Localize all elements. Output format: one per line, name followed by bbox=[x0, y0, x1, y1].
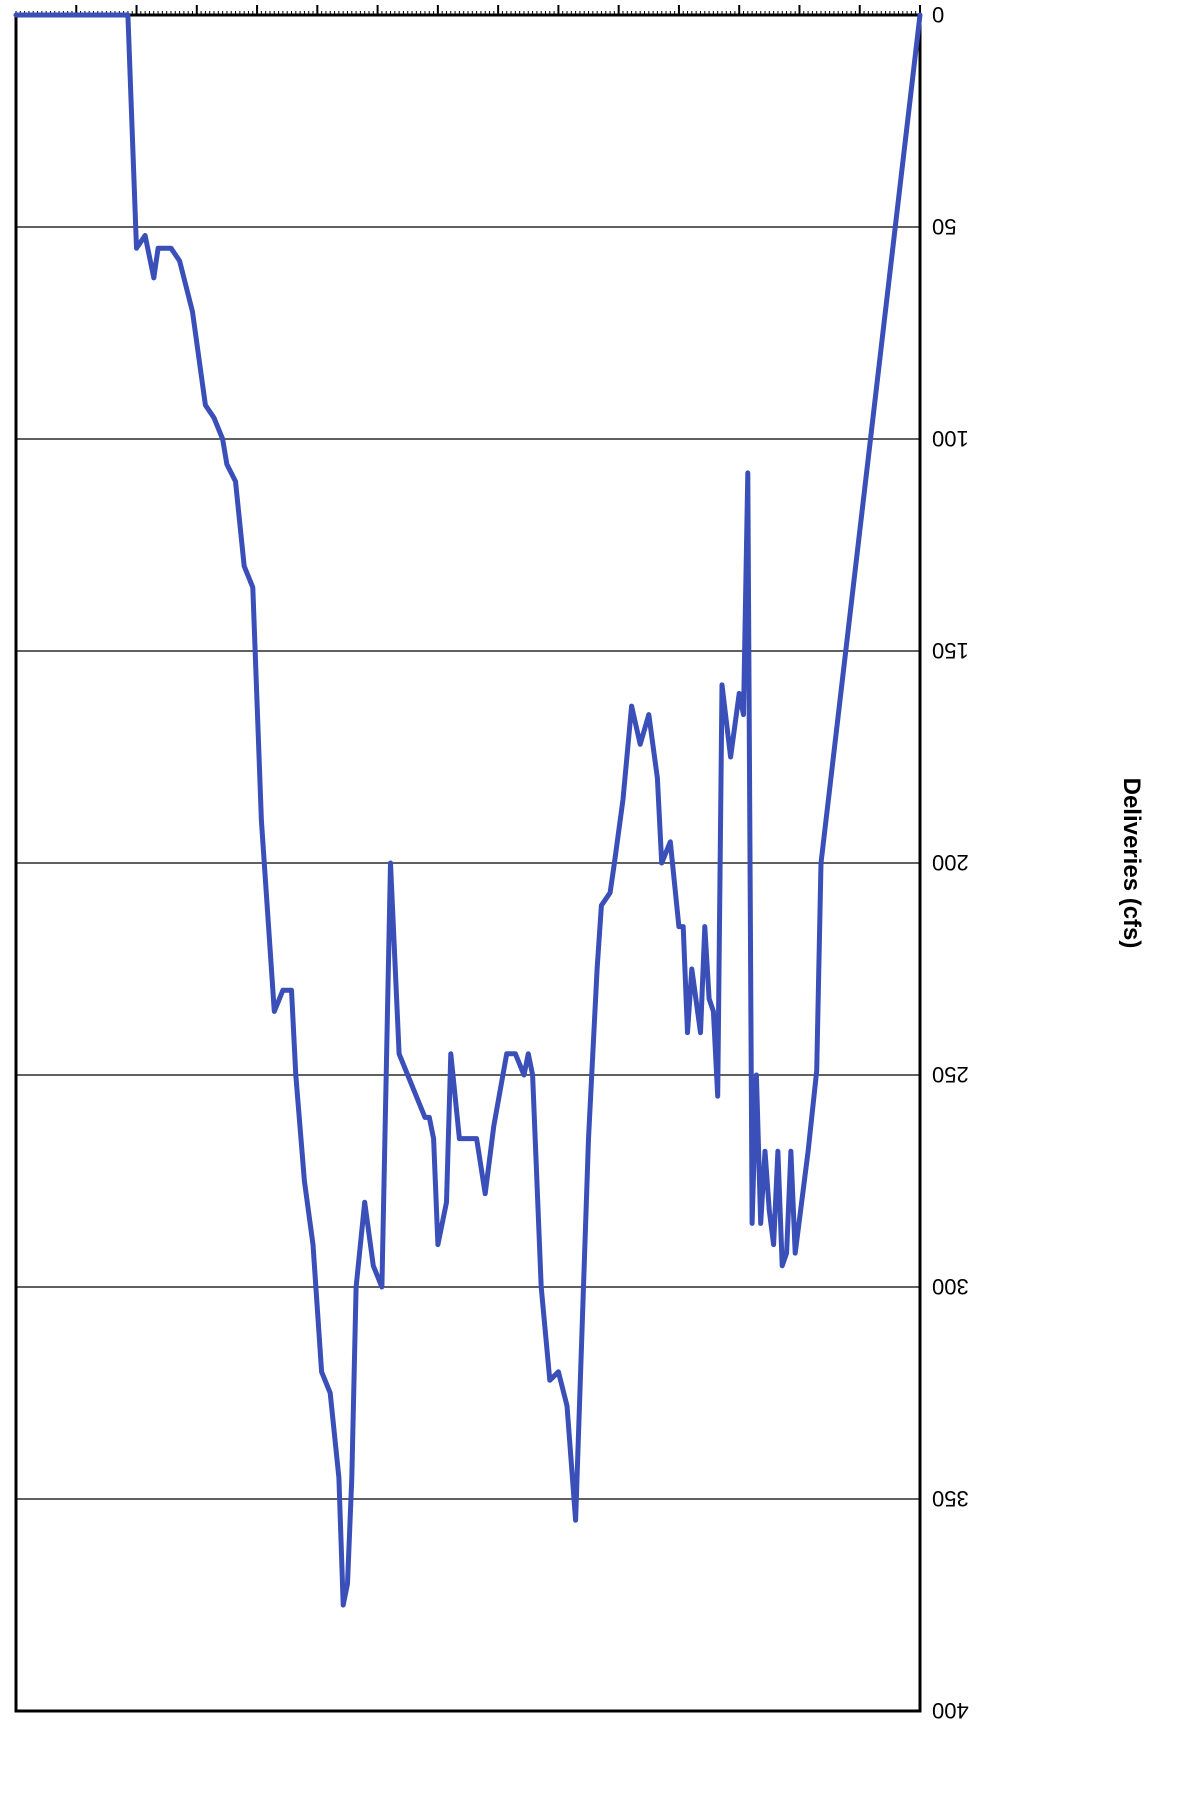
y-axis-tick-labels: 0 50 100 150 200 250 300 350 400 bbox=[932, 2, 969, 1723]
y-tick-label: 400 bbox=[932, 1698, 969, 1723]
y-axis-title: Deliveries (cfs) bbox=[1118, 778, 1145, 949]
y-tick-label: 100 bbox=[932, 426, 969, 451]
y-tick-label: 200 bbox=[932, 850, 969, 875]
y-tick-label: 50 bbox=[932, 214, 956, 239]
y-tick-label: 0 bbox=[932, 2, 944, 27]
y-tick-label: 350 bbox=[932, 1486, 969, 1511]
horizontal-grid-lines bbox=[16, 226, 920, 1500]
y-tick-label: 250 bbox=[932, 1062, 969, 1087]
y-tick-label: 300 bbox=[932, 1274, 969, 1299]
deliveries-series-line bbox=[13, 12, 923, 1608]
y-tick-label: 150 bbox=[932, 638, 969, 663]
